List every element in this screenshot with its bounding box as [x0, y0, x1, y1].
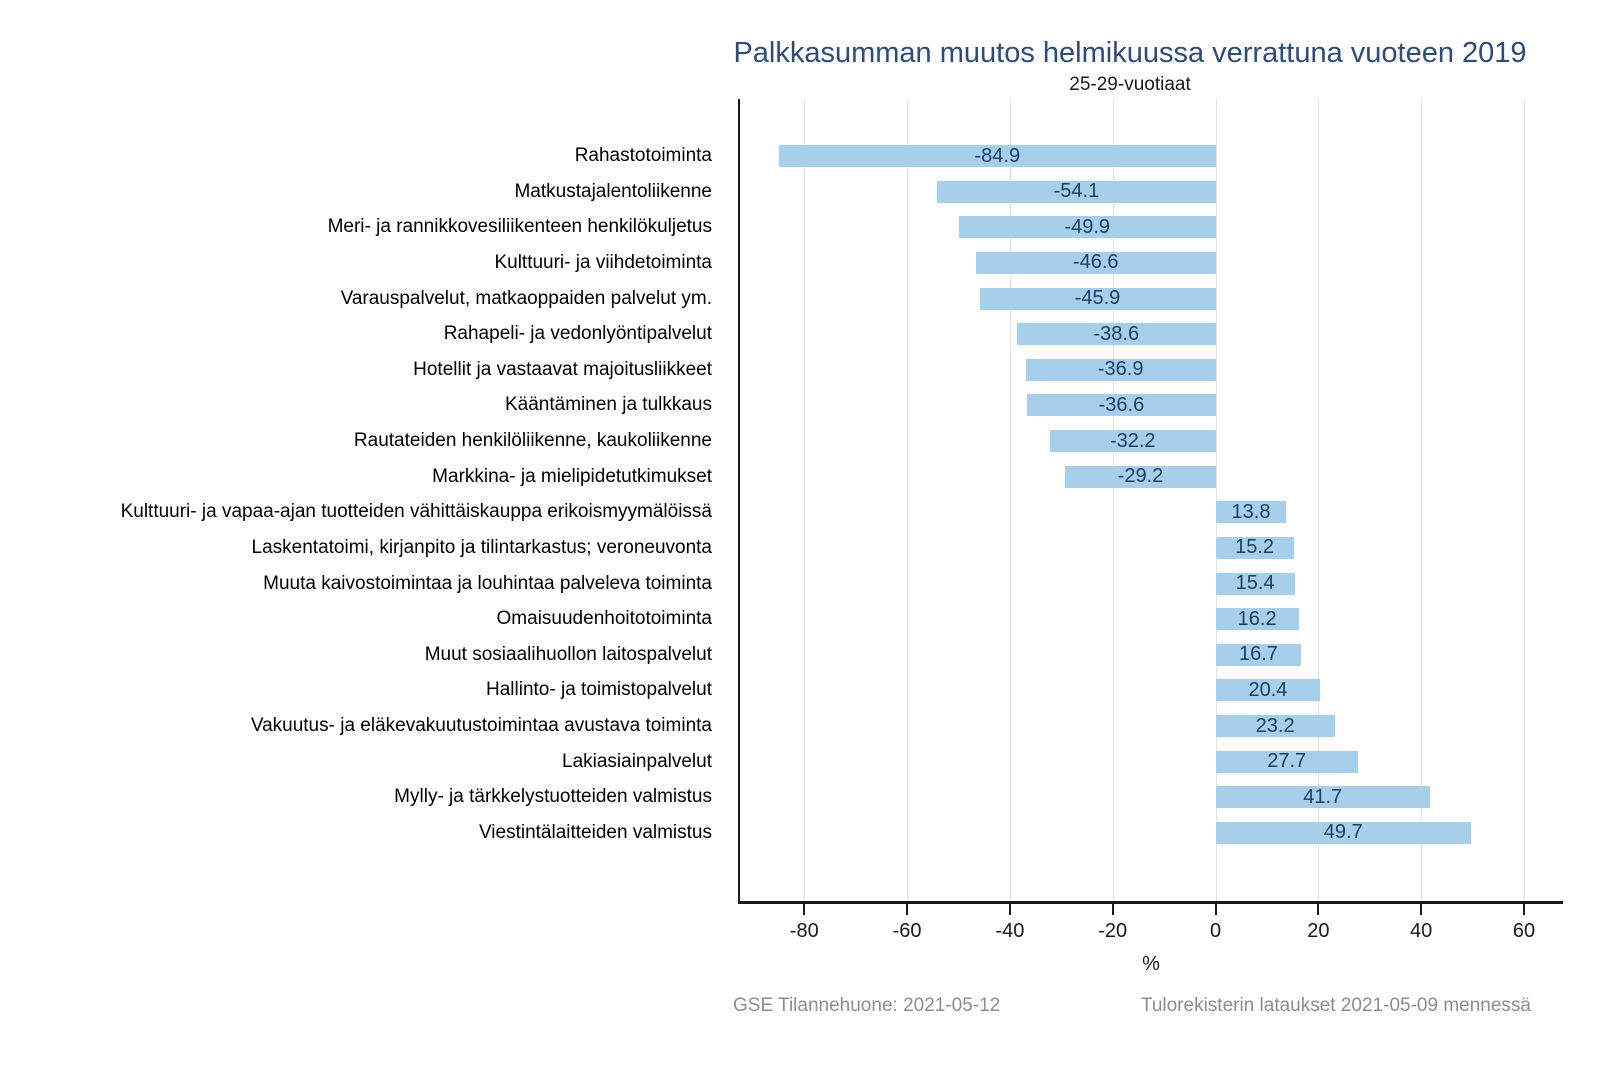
bar: 15.4 [1215, 572, 1295, 595]
category-label: Matkustajalentoliikenne [514, 180, 712, 202]
x-tick-mark [803, 904, 806, 915]
x-axis-line [738, 901, 1563, 904]
bar: -49.9 [958, 215, 1216, 239]
bar: -36.6 [1027, 393, 1216, 417]
category-label: Rahastotoiminta [574, 145, 712, 166]
gridline [1009, 99, 1011, 903]
x-tick-label: 0 [1209, 920, 1222, 942]
bar-value-label: -38.6 [1093, 322, 1140, 345]
bar-value-label: -36.9 [1097, 358, 1144, 381]
bar: -54.1 [937, 180, 1216, 203]
x-tick-label: -60 [892, 920, 922, 942]
category-label: Laskentatoimi, kirjanpito ja tilintarkas… [251, 536, 712, 558]
bar-value-label: 15.2 [1235, 536, 1275, 559]
category-label: Vakuutus- ja eläkevakuutustoimintaa avus… [250, 715, 712, 737]
x-tick-label: -40 [995, 920, 1025, 942]
category-label: Hallinto- ja toimistopalvelut [486, 679, 712, 701]
bar-value-label: -36.6 [1098, 393, 1145, 416]
category-label: Rahapeli- ja vedonlyöntipalvelut [443, 323, 712, 345]
bar-value-label: 20.4 [1248, 678, 1288, 701]
bar: -38.6 [1017, 322, 1216, 346]
bar-value-label: 49.7 [1323, 821, 1363, 844]
bar: -84.9 [779, 144, 1216, 167]
y-axis-line [738, 99, 740, 904]
bar: 16.7 [1215, 643, 1302, 666]
category-label: Kulttuuri- ja viihdetoiminta [494, 251, 712, 273]
category-label: Meri- ja rannikkovesiliikenteen henkilök… [327, 216, 712, 238]
x-tick-mark [1420, 904, 1423, 915]
gridline [1112, 99, 1114, 903]
gridline [804, 99, 806, 903]
x-tick-mark [1214, 904, 1217, 915]
gridline [1421, 99, 1423, 903]
gridline [907, 99, 909, 903]
bar-value-label: 15.4 [1235, 572, 1275, 595]
bar-value-label: 16.2 [1237, 607, 1277, 630]
bar: 13.8 [1215, 500, 1287, 524]
category-label: Omaisuudenhoitotoiminta [496, 608, 712, 630]
bar: -45.9 [979, 287, 1216, 310]
bar-value-label: 13.8 [1231, 500, 1271, 523]
category-label: Muuta kaivostoimintaa ja louhintaa palve… [263, 572, 712, 594]
bar-value-label: -45.9 [1074, 287, 1121, 310]
bar-value-label: 23.2 [1255, 714, 1295, 737]
x-axis-title: % [1142, 953, 1160, 975]
bar-value-label: 27.7 [1267, 750, 1307, 773]
x-tick-mark [1317, 904, 1320, 915]
bar: -29.2 [1065, 465, 1216, 488]
x-tick-mark [1111, 904, 1114, 915]
chart-subtitle: 25-29-vuotiaat [1069, 74, 1191, 95]
x-tick-mark [1008, 904, 1011, 915]
bar-value-label: -49.9 [1064, 215, 1111, 238]
category-label: Varauspalvelut, matkaoppaiden palvelut y… [340, 287, 712, 309]
gridline [1523, 99, 1525, 903]
gridline [1215, 99, 1217, 903]
bar: -32.2 [1049, 429, 1216, 453]
bar: 15.2 [1215, 536, 1294, 559]
category-label: Viestintälaitteiden valmistus [478, 821, 712, 843]
chart-title: Palkkasumman muutos helmikuussa verrattu… [733, 37, 1527, 69]
x-tick-label: 20 [1307, 920, 1330, 942]
category-label: Markkina- ja mielipidetutkimukset [432, 465, 712, 487]
bar: -46.6 [975, 251, 1216, 274]
category-label: Kulttuuri- ja vapaa-ajan tuotteiden vähi… [120, 501, 712, 523]
bar: 23.2 [1215, 714, 1335, 738]
bar: 20.4 [1215, 678, 1321, 702]
x-tick-label: -80 [789, 920, 819, 942]
x-tick-label: 40 [1410, 920, 1433, 942]
category-label: Hotellit ja vastaavat majoitusliikkeet [413, 358, 712, 380]
category-label: Rautateiden henkilöliikenne, kaukoliiken… [353, 430, 712, 452]
x-tick-label: -20 [1098, 920, 1128, 942]
bar-value-label: 16.7 [1238, 643, 1278, 666]
bar: 16.2 [1215, 607, 1299, 631]
footer-source-note: GSE Tilannehuone: 2021-05-12 [733, 995, 1001, 1016]
bar: 27.7 [1215, 750, 1358, 773]
bar: -36.9 [1025, 358, 1216, 381]
plot-area: -84.9 -54.1 -49.9 -46.6 -45.9 -38.6 -36.9 -36.6… [740, 99, 1562, 903]
x-tick-label: 60 [1512, 920, 1536, 942]
category-label: Kääntäminen ja tulkkaus [504, 394, 712, 416]
bar-value-label: 41.7 [1303, 785, 1343, 808]
category-label: Muut sosiaalihuollon laitospalvelut [424, 643, 712, 665]
bar-value-label: -46.6 [1072, 251, 1119, 274]
bar-value-label: -84.9 [974, 144, 1021, 167]
category-label: Mylly- ja tärkkelystuotteiden valmistus [394, 786, 712, 808]
x-tick-mark [1522, 904, 1525, 915]
bar: 49.7 [1215, 821, 1471, 844]
x-tick-mark [906, 904, 909, 915]
bar-value-label: -32.2 [1109, 429, 1156, 452]
gridline [1318, 99, 1320, 903]
footer-data-note: Tulorekisterin lataukset 2021-05-09 menn… [1140, 995, 1531, 1016]
bar-value-label: -54.1 [1053, 180, 1100, 203]
bar-value-label: -29.2 [1117, 465, 1164, 488]
bar: 41.7 [1215, 785, 1430, 809]
category-label: Lakiasiainpalvelut [562, 750, 712, 772]
